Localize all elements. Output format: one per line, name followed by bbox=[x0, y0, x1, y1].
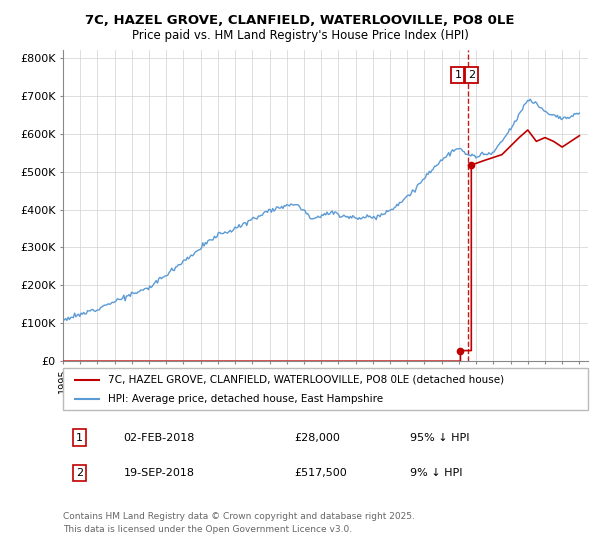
FancyBboxPatch shape bbox=[63, 368, 588, 410]
Text: 9% ↓ HPI: 9% ↓ HPI bbox=[409, 468, 462, 478]
Text: 95% ↓ HPI: 95% ↓ HPI bbox=[409, 432, 469, 442]
Text: 1: 1 bbox=[76, 432, 83, 442]
Text: 7C, HAZEL GROVE, CLANFIELD, WATERLOOVILLE, PO8 0LE: 7C, HAZEL GROVE, CLANFIELD, WATERLOOVILL… bbox=[85, 14, 515, 27]
Text: 1: 1 bbox=[454, 70, 461, 80]
Text: This data is licensed under the Open Government Licence v3.0.: This data is licensed under the Open Gov… bbox=[63, 525, 352, 534]
Text: Price paid vs. HM Land Registry's House Price Index (HPI): Price paid vs. HM Land Registry's House … bbox=[131, 29, 469, 42]
Text: 2: 2 bbox=[76, 468, 83, 478]
Text: 7C, HAZEL GROVE, CLANFIELD, WATERLOOVILLE, PO8 0LE (detached house): 7C, HAZEL GROVE, CLANFIELD, WATERLOOVILL… bbox=[107, 375, 504, 385]
Text: 02-FEB-2018: 02-FEB-2018 bbox=[124, 432, 195, 442]
Text: Contains HM Land Registry data © Crown copyright and database right 2025.: Contains HM Land Registry data © Crown c… bbox=[63, 512, 415, 521]
Text: 2: 2 bbox=[468, 70, 475, 80]
Text: £28,000: £28,000 bbox=[294, 432, 340, 442]
Text: £517,500: £517,500 bbox=[294, 468, 347, 478]
Text: 19-SEP-2018: 19-SEP-2018 bbox=[124, 468, 194, 478]
Text: HPI: Average price, detached house, East Hampshire: HPI: Average price, detached house, East… bbox=[107, 394, 383, 404]
